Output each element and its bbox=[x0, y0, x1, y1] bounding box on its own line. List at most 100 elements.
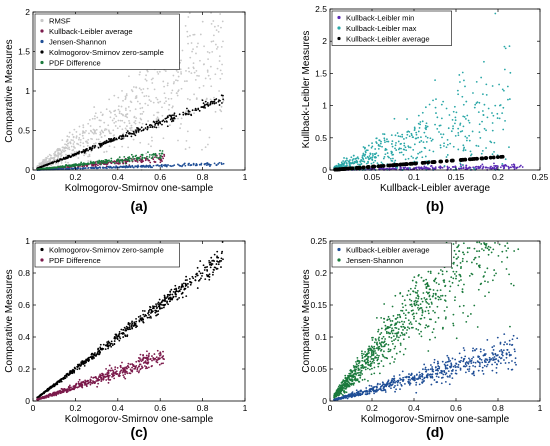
data-point bbox=[220, 110, 223, 113]
data-point bbox=[369, 157, 371, 160]
data-point bbox=[117, 105, 120, 108]
data-point bbox=[436, 127, 439, 130]
data-point bbox=[382, 133, 384, 135]
data-point bbox=[97, 376, 100, 379]
data-point bbox=[442, 133, 445, 136]
data-point bbox=[464, 371, 467, 374]
data-point bbox=[185, 110, 187, 113]
data-point bbox=[120, 105, 123, 108]
legend-box bbox=[34, 13, 180, 70]
data-point bbox=[446, 167, 449, 169]
data-point bbox=[359, 160, 361, 163]
data-point bbox=[57, 164, 59, 167]
y-tick-label: 0.4 bbox=[18, 332, 30, 342]
data-point bbox=[126, 135, 129, 138]
data-point bbox=[145, 362, 147, 364]
data-point bbox=[139, 368, 142, 371]
data-point bbox=[179, 127, 181, 130]
data-point bbox=[125, 158, 128, 161]
data-point bbox=[474, 166, 477, 168]
data-point bbox=[463, 157, 468, 162]
data-point bbox=[95, 138, 98, 141]
data-point bbox=[477, 145, 480, 147]
data-point bbox=[103, 134, 106, 137]
data-point bbox=[391, 140, 394, 143]
data-point bbox=[78, 137, 81, 139]
data-point bbox=[131, 366, 133, 369]
data-point bbox=[102, 375, 105, 378]
data-point bbox=[172, 296, 175, 299]
data-point bbox=[142, 128, 145, 131]
data-point bbox=[220, 163, 223, 166]
data-point bbox=[365, 387, 368, 389]
data-point bbox=[419, 167, 422, 169]
data-point bbox=[188, 70, 191, 73]
data-point bbox=[212, 40, 215, 43]
data-point bbox=[118, 331, 121, 333]
data-point bbox=[380, 161, 383, 164]
data-point bbox=[421, 120, 424, 123]
data-point bbox=[62, 168, 65, 170]
data-point bbox=[434, 366, 437, 368]
data-point bbox=[171, 105, 174, 108]
data-point bbox=[220, 105, 223, 108]
data-point bbox=[215, 164, 218, 167]
data-point bbox=[72, 153, 75, 156]
data-point bbox=[488, 155, 493, 160]
data-point bbox=[108, 132, 111, 135]
data-point bbox=[426, 136, 429, 139]
data-point bbox=[155, 309, 157, 312]
data-point bbox=[115, 137, 118, 140]
data-point bbox=[439, 144, 442, 147]
data-point bbox=[469, 154, 472, 157]
data-point bbox=[482, 354, 485, 357]
data-point bbox=[197, 42, 199, 45]
data-point bbox=[180, 286, 183, 289]
data-point bbox=[110, 162, 113, 165]
data-point bbox=[115, 162, 118, 164]
data-point bbox=[148, 124, 151, 127]
data-point bbox=[391, 145, 394, 148]
data-point bbox=[53, 160, 56, 163]
data-point bbox=[496, 336, 499, 339]
data-point bbox=[204, 278, 207, 280]
data-point bbox=[195, 52, 197, 55]
data-point bbox=[134, 134, 137, 137]
data-point bbox=[107, 124, 110, 127]
data-point bbox=[126, 335, 129, 338]
data-point bbox=[82, 131, 85, 134]
data-point bbox=[136, 100, 139, 103]
data-point bbox=[220, 252, 223, 255]
data-point bbox=[113, 340, 116, 342]
data-point bbox=[122, 328, 125, 331]
data-point bbox=[119, 165, 122, 168]
data-point bbox=[64, 156, 67, 159]
data-point bbox=[166, 116, 169, 119]
data-point bbox=[110, 138, 112, 141]
data-point bbox=[448, 375, 451, 378]
data-point bbox=[488, 356, 491, 359]
legend-entry: Kullback-Leibler max bbox=[346, 24, 417, 33]
data-point bbox=[128, 326, 131, 328]
data-point bbox=[38, 164, 41, 167]
data-point bbox=[129, 328, 132, 331]
data-point bbox=[100, 161, 103, 163]
data-point bbox=[494, 352, 497, 355]
data-point bbox=[201, 272, 204, 275]
data-point bbox=[137, 315, 140, 318]
data-point bbox=[89, 147, 92, 150]
data-point bbox=[53, 154, 56, 157]
data-point bbox=[117, 96, 120, 99]
data-point bbox=[91, 356, 94, 359]
data-point bbox=[393, 386, 395, 389]
data-point bbox=[212, 271, 214, 274]
data-point bbox=[172, 82, 175, 85]
data-point bbox=[397, 140, 400, 143]
data-point bbox=[365, 149, 368, 152]
data-point bbox=[134, 122, 137, 125]
data-point bbox=[213, 102, 216, 105]
data-point bbox=[41, 396, 44, 398]
data-point bbox=[462, 115, 465, 118]
data-point bbox=[157, 157, 160, 160]
